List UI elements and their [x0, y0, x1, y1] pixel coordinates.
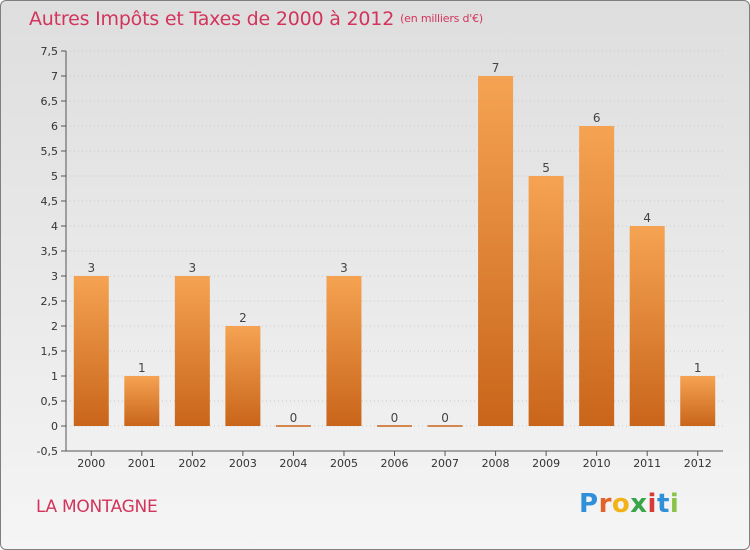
data-label: 0: [391, 411, 399, 425]
bar: [124, 376, 160, 426]
y-tick-label: 0,5: [41, 395, 59, 408]
data-label: 1: [694, 361, 702, 375]
bar: [478, 76, 514, 426]
y-tick-label: 3,5: [41, 245, 59, 258]
data-label: 3: [340, 261, 348, 275]
y-tick-label: 3: [51, 270, 58, 283]
commune-name: LA MONTAGNE: [36, 497, 158, 517]
y-tick-label: 7: [51, 70, 58, 83]
y-tick-label: -0,5: [37, 445, 58, 458]
data-label: 2: [239, 311, 247, 325]
bar: [73, 276, 109, 426]
data-label: 3: [87, 261, 95, 275]
data-label: 7: [492, 61, 500, 75]
bar: [225, 326, 261, 426]
bar: [680, 376, 716, 426]
y-tick-label: 5,5: [41, 145, 59, 158]
data-label: 4: [643, 211, 651, 225]
y-tick-label: 5: [51, 170, 58, 183]
x-tick-label: 2001: [128, 457, 156, 470]
chart-title-text: Autres Impôts et Taxes de 2000 à 2012: [29, 8, 395, 30]
y-tick-label: 1,5: [41, 345, 59, 358]
x-tick-label: 2011: [633, 457, 661, 470]
x-tick-label: 2005: [330, 457, 358, 470]
data-label: 3: [189, 261, 197, 275]
chart-title: Autres Impôts et Taxes de 2000 à 2012 (en…: [29, 8, 483, 30]
data-label: 0: [441, 411, 449, 425]
chart-title-unit: (en milliers d'€): [400, 12, 483, 25]
logo-letter: i: [647, 489, 657, 519]
proxiti-logo: Proxiti: [579, 489, 679, 519]
x-tick-label: 2008: [482, 457, 510, 470]
x-tick-label: 2004: [279, 457, 307, 470]
data-label: 1: [138, 361, 146, 375]
x-tick-label: 2006: [381, 457, 409, 470]
bar: [174, 276, 210, 426]
logo-letter: r: [598, 489, 612, 519]
y-tick-label: 6,5: [41, 95, 59, 108]
data-label: 5: [542, 161, 550, 175]
logo-letter: x: [630, 489, 648, 519]
x-tick-label: 2007: [431, 457, 459, 470]
logo-letter: o: [611, 489, 631, 519]
x-tick-label: 2012: [684, 457, 712, 470]
x-tick-label: 2000: [77, 457, 105, 470]
bar: [629, 226, 665, 426]
x-tick-label: 2009: [532, 457, 560, 470]
y-tick-label: 2: [51, 320, 58, 333]
x-tick-label: 2003: [229, 457, 257, 470]
data-label: 6: [593, 111, 601, 125]
bar: [528, 176, 564, 426]
x-tick-label: 2002: [178, 457, 206, 470]
y-tick-label: 7,5: [41, 45, 59, 58]
logo-letter: P: [579, 489, 599, 519]
y-tick-label: 0: [51, 420, 58, 433]
y-tick-label: 4,5: [41, 195, 59, 208]
bar: [579, 126, 615, 426]
logo-letter: t: [656, 489, 670, 519]
data-label: 0: [290, 411, 298, 425]
y-tick-label: 6: [51, 120, 58, 133]
y-tick-label: 1: [51, 370, 58, 383]
x-tick-label: 2010: [583, 457, 611, 470]
logo-letter: i: [669, 489, 680, 519]
y-tick-label: 4: [51, 220, 58, 233]
y-tick-label: 2,5: [41, 295, 59, 308]
bar: [326, 276, 362, 426]
